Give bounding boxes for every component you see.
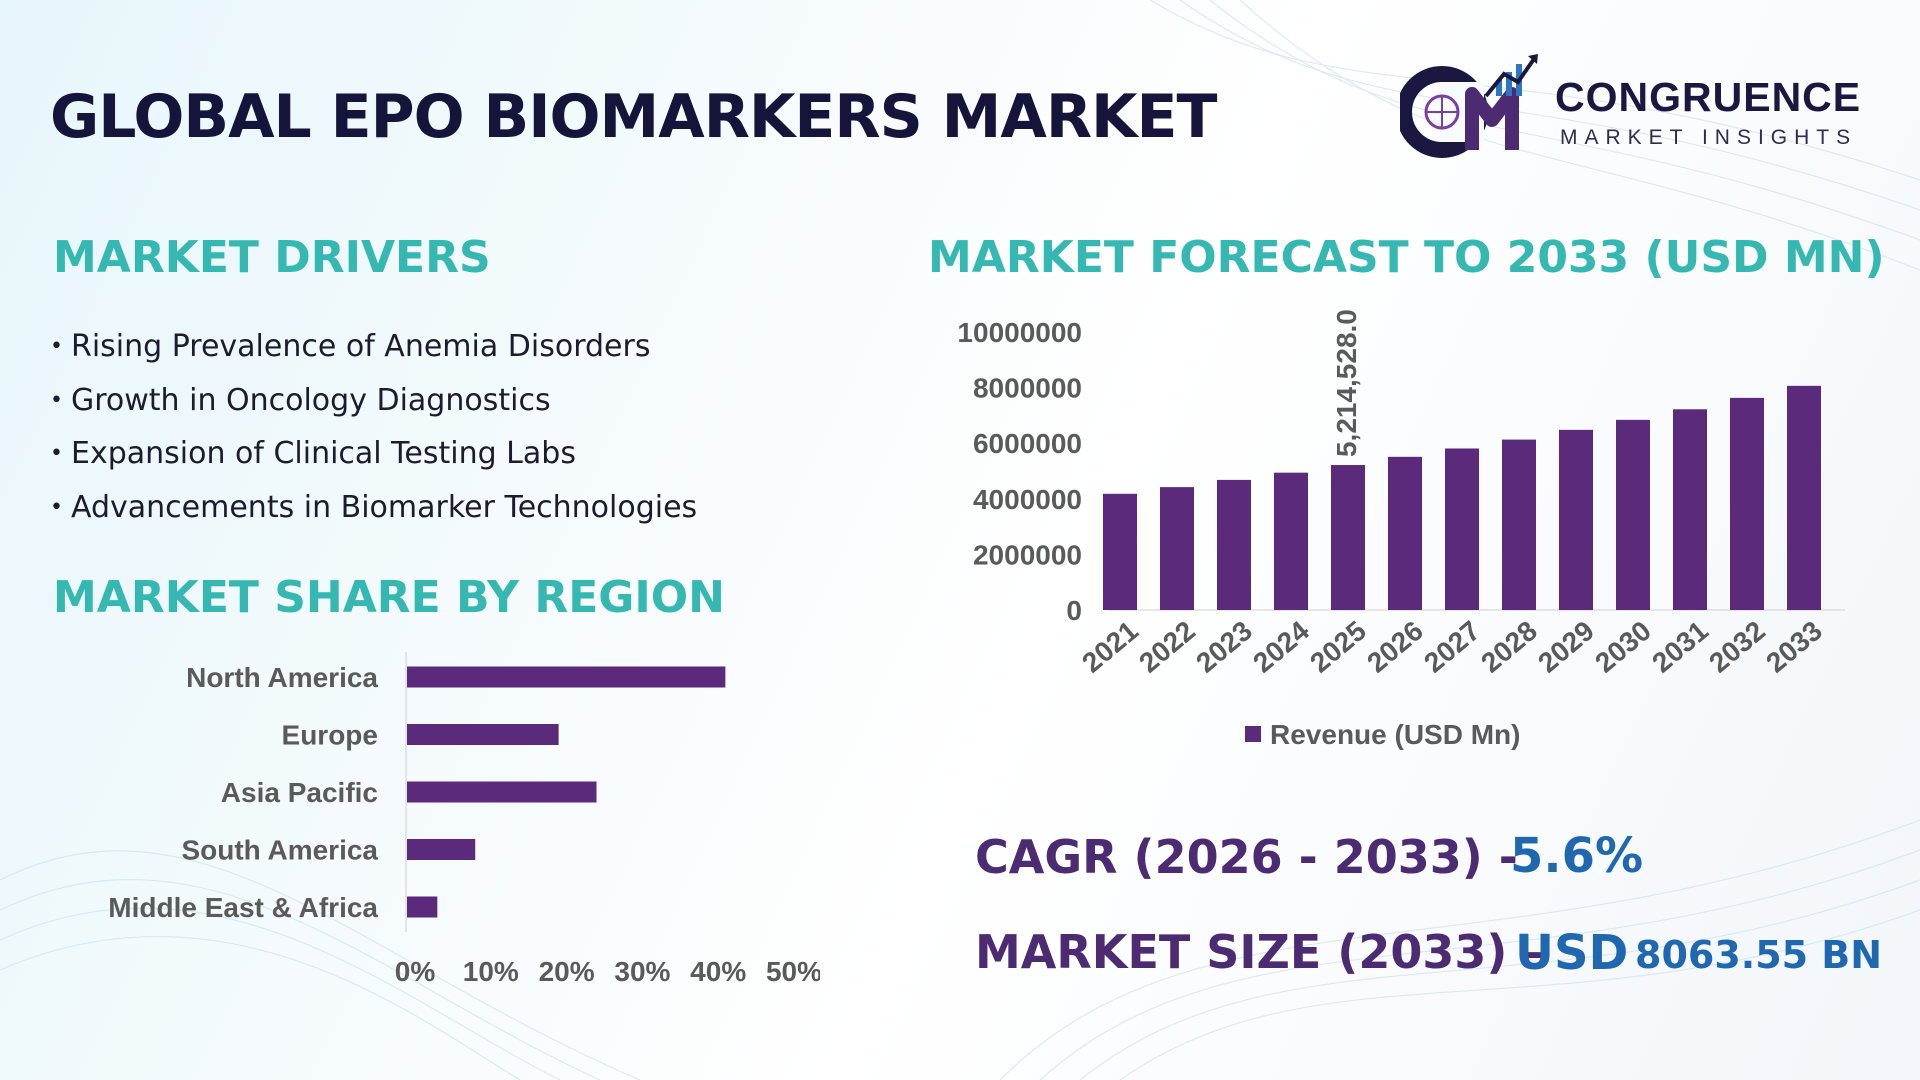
region-bar <box>407 839 476 860</box>
forecast-bar <box>1559 429 1593 610</box>
forecast-x-tick-label: 2026 <box>1361 615 1429 679</box>
market-size-label: MARKET SIZE (2033) – <box>975 925 1547 979</box>
cagr-value: 5.6% <box>1510 828 1644 884</box>
logo-mark-icon <box>1400 54 1538 158</box>
forecast-bar <box>1388 456 1422 610</box>
forecast-heading: MARKET FORECAST TO 2033 (USD MN) <box>928 232 1885 283</box>
region-tick-label: 40% <box>690 956 746 987</box>
forecast-y-tick-label: 6000000 <box>973 428 1082 459</box>
forecast-bar <box>1331 465 1365 610</box>
drivers-list: • Rising Prevalence of Anemia Disorders •… <box>50 320 697 534</box>
region-tick-label: 10% <box>463 956 519 987</box>
market-size-currency: USD <box>1515 925 1629 981</box>
region-bar <box>407 896 438 918</box>
forecast-data-label: 5,214,528.0 <box>1331 309 1362 457</box>
forecast-bar <box>1730 397 1764 610</box>
forecast-x-tick-label: 2032 <box>1703 615 1771 679</box>
forecast-x-tick-label: 2021 <box>1076 615 1144 679</box>
market-size-value: 8063.55 BN <box>1635 933 1883 977</box>
brand-logo: CONGRUENCE MARKET INSIGHTS <box>1400 52 1870 162</box>
drivers-heading: MARKET DRIVERS <box>53 232 491 283</box>
forecast-y-tick-label: 10000000 <box>957 317 1082 348</box>
region-category-label: Middle East & Africa <box>108 892 378 923</box>
region-category-label: North America <box>186 662 378 693</box>
forecast-x-tick-label: 2023 <box>1190 615 1258 679</box>
region-share-chart: North America Europe Asia Pacific South Ame… <box>108 652 820 987</box>
logo-tagline: MARKET INSIGHTS <box>1560 126 1858 149</box>
forecast-bar <box>1160 487 1194 610</box>
driver-item: • Rising Prevalence of Anemia Disorders <box>50 329 651 364</box>
forecast-bar <box>1502 439 1536 610</box>
forecast-x-tick-label: 2030 <box>1589 615 1657 679</box>
driver-item: • Growth in Oncology Diagnostics <box>50 382 551 418</box>
legend-swatch <box>1245 726 1261 742</box>
forecast-y-tick-label: 0 <box>1066 595 1082 626</box>
forecast-x-tick-label: 2024 <box>1247 615 1315 679</box>
forecast-legend: Revenue (USD Mn) <box>1245 719 1520 750</box>
region-heading: MARKET SHARE BY REGION <box>53 572 725 623</box>
forecast-x-tick-label: 2022 <box>1133 615 1201 679</box>
forecast-bar <box>1616 419 1650 610</box>
region-tick-label: 30% <box>614 956 670 987</box>
forecast-bar <box>1787 385 1821 610</box>
forecast-bar <box>1673 409 1707 610</box>
driver-item: • Advancements in Biomarker Technologies <box>50 489 698 525</box>
forecast-y-tick-label: 4000000 <box>973 484 1082 515</box>
region-tick-label: 50% <box>766 956 820 987</box>
forecast-x-tick-label: 2031 <box>1646 615 1714 679</box>
region-category-label: South America <box>181 835 378 866</box>
region-bar <box>407 724 559 745</box>
region-category-label: Asia Pacific <box>221 777 378 808</box>
driver-item: • Expansion of Clinical Testing Labs <box>50 436 576 471</box>
forecast-bar <box>1103 493 1137 610</box>
legend-label: Revenue (USD Mn) <box>1270 719 1520 750</box>
forecast-y-tick-label: 8000000 <box>973 373 1082 404</box>
region-category-label: Europe <box>282 720 378 751</box>
forecast-x-tick-label: 2025 <box>1304 615 1372 679</box>
region-bar <box>407 666 726 688</box>
region-bar <box>407 781 597 803</box>
forecast-x-tick-label: 2029 <box>1532 615 1600 679</box>
logo-name: CONGRUENCE <box>1555 74 1862 120</box>
region-tick-label: 0% <box>395 956 436 987</box>
forecast-bar <box>1217 479 1251 610</box>
forecast-bar <box>1274 472 1308 610</box>
forecast-x-tick-label: 2027 <box>1418 615 1486 679</box>
region-tick-label: 20% <box>539 956 595 987</box>
forecast-chart: 0 2000000 4000000 6000000 8000000 10000000 202… <box>957 309 1845 750</box>
cagr-label: CAGR (2026 - 2033) - <box>975 830 1518 884</box>
forecast-x-tick-label: 2033 <box>1760 615 1828 679</box>
forecast-x-tick-label: 2028 <box>1475 615 1543 679</box>
page-title: GLOBAL EPO BIOMARKERS MARKET <box>50 82 1217 152</box>
forecast-bar <box>1445 448 1479 610</box>
forecast-y-tick-label: 2000000 <box>973 539 1082 570</box>
